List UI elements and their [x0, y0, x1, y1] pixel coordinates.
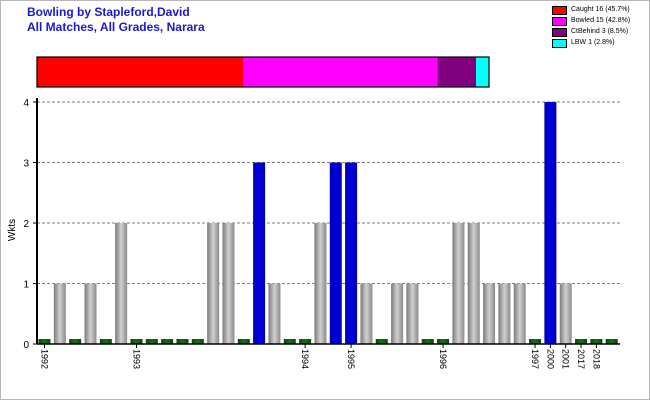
legend-swatch — [552, 6, 567, 15]
bar — [452, 223, 465, 344]
bar — [513, 283, 526, 344]
bar — [191, 339, 204, 344]
axes: 0 1 2 3 4 1992 1993 1994 1995 1996 1997 2000 2001 201… — [23, 98, 620, 369]
legend-label: LBW 1 (2.8%) — [571, 39, 615, 46]
bar — [207, 223, 220, 344]
bar — [437, 339, 450, 344]
bar — [421, 339, 434, 344]
bar — [268, 283, 281, 344]
bar — [99, 339, 112, 344]
legend-label: Bowled 15 (42.8%) — [571, 17, 631, 24]
x-tick-label: 2017 — [576, 349, 586, 369]
y-axis-label: Wkts — [7, 219, 18, 241]
bar — [38, 339, 51, 344]
bar — [130, 339, 143, 344]
bar — [115, 223, 128, 344]
bar — [176, 339, 189, 344]
bar — [467, 223, 480, 344]
bar — [575, 339, 588, 344]
legend-swatch — [552, 39, 567, 48]
legend-swatch — [552, 28, 567, 37]
bar — [161, 339, 174, 344]
y-tick-label: 3 — [23, 159, 29, 170]
bar — [84, 283, 97, 344]
x-tick-label: 1994 — [300, 349, 310, 369]
legend-label: Caught 16 (45.7%) — [571, 6, 630, 13]
chart-subtitle: All Matches, All Grades, Narara — [27, 20, 205, 34]
x-tick-label: 2001 — [561, 349, 571, 369]
bar — [498, 283, 511, 344]
x-tick-label: 1992 — [40, 349, 50, 369]
stack-segment-bowled — [243, 57, 438, 87]
dismissal-stacked-bar — [36, 56, 490, 88]
bar — [329, 162, 342, 344]
stack-outline — [36, 56, 490, 88]
legend-label: CtBehind 3 (8.5%) — [571, 28, 629, 35]
bar — [222, 223, 235, 344]
x-tick-label: 2000 — [545, 349, 555, 369]
stack-segment-caught — [37, 57, 244, 87]
bar — [483, 283, 496, 344]
bar — [69, 339, 82, 344]
bar — [590, 339, 603, 344]
x-tick-label: 2018 — [591, 349, 601, 369]
bar — [605, 339, 618, 344]
bar — [53, 283, 66, 344]
bar — [299, 339, 312, 344]
bar — [360, 283, 373, 344]
y-tick-label: 2 — [23, 219, 29, 230]
x-tick-label: 1993 — [131, 349, 141, 369]
bar — [391, 283, 404, 344]
x-tick-label: 1996 — [438, 349, 448, 369]
bar — [253, 162, 266, 344]
legend-swatch — [552, 17, 567, 26]
chart-title: Bowling by Stapleford,David — [27, 5, 190, 19]
y-tick-label: 0 — [23, 340, 29, 351]
wickets-bars — [38, 102, 618, 344]
y-tick-label: 4 — [23, 98, 29, 109]
x-tick-label: 1997 — [530, 349, 540, 369]
bar — [283, 339, 296, 344]
bar — [145, 339, 158, 344]
bar — [314, 223, 327, 344]
bar — [237, 339, 250, 344]
stack-segment-ctbehind — [437, 57, 477, 87]
bar — [529, 339, 542, 344]
y-tick-label: 1 — [23, 280, 29, 291]
bar — [375, 339, 388, 344]
bar — [406, 283, 419, 344]
x-tick-label: 1995 — [346, 349, 356, 369]
bar — [559, 283, 572, 344]
bar — [544, 102, 557, 344]
stack-segment-lbw — [476, 57, 489, 87]
bar — [345, 162, 358, 344]
